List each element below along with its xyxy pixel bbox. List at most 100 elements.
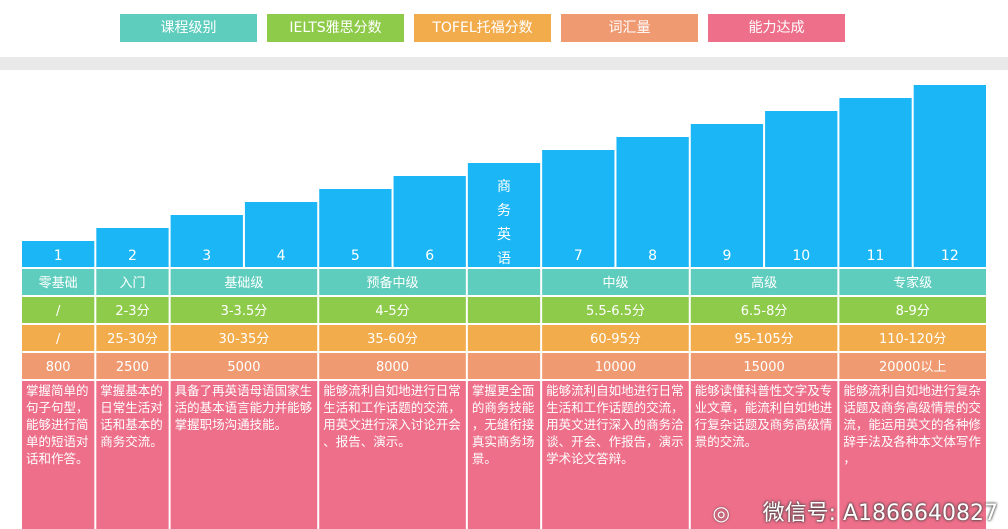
- bar: [244, 202, 318, 267]
- bar: [913, 85, 986, 267]
- table-cell-ability: [690, 381, 838, 529]
- table-text-toefl: 25-30分: [107, 332, 158, 347]
- table-text-toefl: 60-95分: [590, 332, 641, 347]
- bar: [839, 98, 912, 267]
- table-text-ielts: 4-5分: [375, 304, 409, 319]
- divider-band: [0, 57, 1008, 70]
- legend-item-level: 课程级别: [120, 14, 257, 42]
- table-text-level: 专家级: [893, 275, 932, 291]
- table-cell-ability: [319, 381, 466, 529]
- table-text-level: 入门: [119, 276, 145, 291]
- ability-line: 掌握更全面: [472, 383, 535, 398]
- ability-line: ，无缝衔接: [472, 417, 535, 432]
- table-text-level: 基础级: [224, 276, 263, 291]
- ability-line: 能够读懂科普性文字及专: [695, 383, 833, 398]
- ability-line: 用英文进行深入讨论开会: [323, 417, 461, 432]
- table-text-ielts: /: [56, 304, 61, 319]
- bar-label: 语: [497, 251, 511, 267]
- ability-line: 生活和工作话题的交流，: [546, 400, 684, 415]
- table-cell-ability: [542, 381, 689, 529]
- table-text-vocab: 2500: [116, 360, 149, 375]
- ability-line: 具备了再英语母语国家生: [175, 383, 313, 398]
- ability-line: 句子句型，: [26, 400, 89, 415]
- bar-label: 4: [277, 248, 286, 264]
- ability-line: 、报告、演示。: [323, 434, 411, 449]
- table-cell-ability: [96, 381, 169, 529]
- bar-label: 5: [351, 248, 360, 264]
- table-text-level: 预备中级: [367, 275, 419, 291]
- bar-label: 商: [497, 179, 511, 195]
- bar: [467, 163, 541, 267]
- table-cell-toefl: [319, 325, 466, 351]
- ability-line: 业文章，能流利自如地进: [695, 400, 833, 415]
- table-text-ielts: 3-3.5分: [221, 304, 268, 319]
- ability-line: 流，能运用英文的各种修: [843, 417, 981, 432]
- ability-line: 日常生活对: [100, 400, 163, 415]
- table-text-toefl: /: [56, 332, 61, 347]
- bar-label: 6: [425, 248, 434, 264]
- table-text-vocab: 15000: [743, 360, 784, 375]
- legend-item-vocab: 词汇量: [561, 14, 698, 42]
- table-cell-toefl: [22, 325, 95, 351]
- bar-label: 12: [941, 248, 959, 264]
- ability-line: 行复杂话题及商务高级情: [695, 417, 833, 432]
- ability-line: 辞手法及各种本文体写作: [843, 434, 981, 449]
- ability-line: 能够流利自如地进行日常: [546, 383, 684, 398]
- ability-line: 话和基本的: [100, 417, 163, 432]
- table-cell-level: [690, 269, 838, 295]
- ability-line: 能够流利自如地进行复杂: [843, 383, 981, 398]
- ability-line: 生活和工作话题的交流，: [323, 400, 461, 415]
- ability-line: 单的短语对: [26, 434, 89, 449]
- bar-label: 英: [497, 226, 511, 243]
- table-cell-vocab: [542, 353, 689, 379]
- table-text-vocab: 5000: [227, 360, 260, 375]
- table-cell-vocab: [319, 353, 466, 379]
- table-cell-ielts: [542, 297, 689, 323]
- table-cell-vocab: [690, 353, 838, 379]
- ability-line: 掌握简单的: [26, 383, 89, 398]
- table-cell-ielts: [467, 297, 541, 323]
- table-cell-toefl: [542, 325, 689, 351]
- table-cell-level: [467, 269, 541, 295]
- table-cell-ielts: [319, 297, 466, 323]
- table-text-level: 高级: [751, 275, 777, 291]
- bar-label: 10: [792, 248, 810, 264]
- table-cell-ielts: [839, 297, 986, 323]
- bar-label: 2: [128, 248, 137, 264]
- table-cell-ielts: [22, 297, 95, 323]
- bar: [765, 111, 838, 267]
- ability-line: 商务交流。: [100, 434, 163, 449]
- ability-line: 景的交流。: [695, 434, 758, 449]
- bar: [690, 124, 764, 267]
- table-cell-ability: [170, 381, 318, 529]
- table-cell-ability: [22, 381, 95, 529]
- table-text-toefl: 30-35分: [219, 332, 270, 347]
- bar: [393, 176, 466, 267]
- bar-label: 9: [722, 248, 731, 264]
- bar: [96, 228, 169, 267]
- legend-item-toefl: TOFEL托福分数: [414, 14, 551, 42]
- legend: 课程级别 IELTS雅思分数 TOFEL托福分数 词汇量 能力达成: [0, 14, 1008, 42]
- wechat-icon: ◎: [712, 501, 730, 525]
- table-text-ielts: 2-3分: [115, 304, 149, 319]
- table-text-vocab: 800: [46, 360, 71, 375]
- table-cell-vocab: [467, 353, 541, 379]
- table-text-ielts: 5.5-6.5分: [586, 304, 645, 319]
- table-text-vocab: 20000以上: [879, 360, 946, 375]
- ability-line: 用英文进行深入的商务洽: [546, 417, 684, 432]
- bar: [616, 137, 689, 267]
- table-text-ielts: 6.5-8分: [741, 304, 788, 319]
- table-text-level: 零基础: [39, 276, 78, 291]
- table-cell-level: [22, 269, 95, 295]
- bar: [542, 150, 615, 267]
- table-cell-level: [542, 269, 689, 295]
- bar: [22, 241, 95, 267]
- table-text-vocab: 8000: [376, 360, 409, 375]
- ability-line: 的商务技能: [472, 400, 535, 415]
- table-text-toefl: 110-120分: [879, 332, 946, 347]
- table-cell-vocab: [96, 353, 169, 379]
- ability-line: 学术论文答辩。: [546, 451, 634, 466]
- table-cell-ability: [467, 381, 541, 529]
- ability-line: 话和作答。: [26, 451, 89, 466]
